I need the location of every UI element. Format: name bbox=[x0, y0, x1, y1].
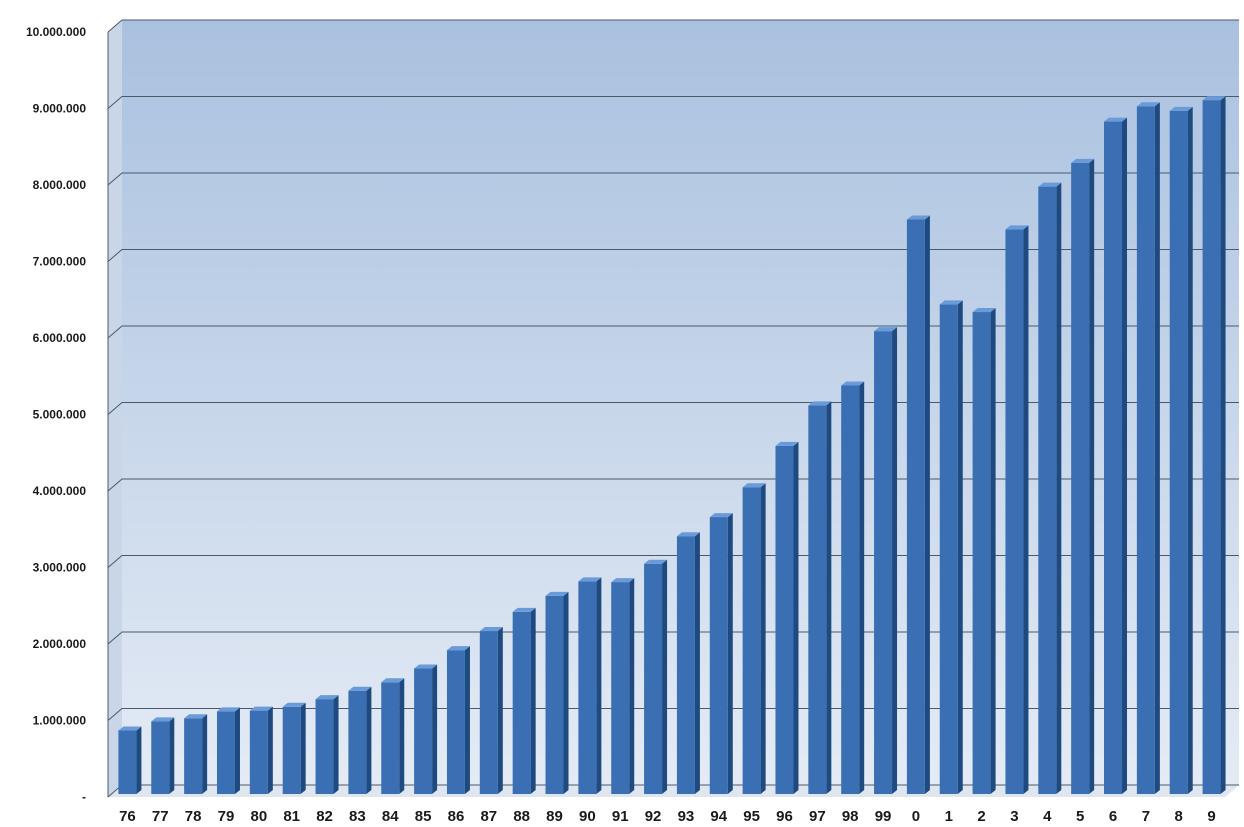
bar bbox=[184, 714, 208, 794]
bar bbox=[249, 706, 273, 794]
x-tick-label: 79 bbox=[218, 808, 235, 825]
x-tick-label: 76 bbox=[119, 808, 136, 825]
gridline bbox=[107, 631, 1239, 645]
x-tick-label: 80 bbox=[250, 808, 267, 825]
x-tick-label: 82 bbox=[316, 808, 333, 825]
bar bbox=[512, 607, 536, 794]
bar bbox=[742, 483, 766, 794]
x-tick-label: 8 bbox=[1175, 808, 1183, 825]
x-tick-label: 81 bbox=[283, 808, 300, 825]
bar bbox=[841, 381, 865, 794]
bar bbox=[709, 513, 733, 794]
bar bbox=[1005, 225, 1029, 794]
gridline bbox=[107, 325, 1239, 339]
gridline bbox=[107, 555, 1239, 568]
x-tick-label: 89 bbox=[546, 808, 563, 825]
bar bbox=[972, 308, 996, 794]
x-tick-label: 1 bbox=[945, 808, 953, 825]
x-tick-label: 5 bbox=[1076, 808, 1084, 825]
x-tick-label: 78 bbox=[185, 808, 202, 825]
bar bbox=[118, 726, 142, 794]
x-tick-label: 4 bbox=[1043, 808, 1052, 825]
y-tick-label: 1.000.000 bbox=[33, 714, 87, 728]
bar bbox=[381, 678, 405, 794]
x-tick-label: 95 bbox=[743, 808, 760, 825]
x-tick-label: 77 bbox=[152, 808, 169, 825]
bar bbox=[939, 300, 963, 794]
bar bbox=[874, 327, 898, 794]
x-tick-label: 83 bbox=[349, 808, 366, 825]
gridline bbox=[107, 19, 1239, 33]
bar bbox=[315, 695, 339, 794]
x-tick-label: 91 bbox=[612, 808, 629, 825]
y-tick-label: - bbox=[82, 790, 86, 804]
x-tick-label: 85 bbox=[415, 808, 432, 825]
x-tick-label: 98 bbox=[842, 808, 859, 825]
gridline bbox=[107, 708, 1239, 721]
x-tick-label: 88 bbox=[513, 808, 530, 825]
y-axis-ticks: - 1.000.000 2.000.000 3.000.000 4.000.000 5.0… bbox=[26, 25, 86, 804]
x-tick-label: 93 bbox=[678, 808, 695, 825]
bars bbox=[118, 96, 1226, 795]
plot-background bbox=[108, 20, 1239, 797]
y-tick-label: 3.000.000 bbox=[33, 561, 87, 575]
bar bbox=[808, 401, 832, 794]
y-tick-label: 7.000.000 bbox=[33, 255, 87, 269]
y-tick-label: 6.000.000 bbox=[33, 331, 87, 345]
x-tick-label: 90 bbox=[579, 808, 596, 825]
x-tick-label: 2 bbox=[977, 808, 985, 825]
y-tick-label: 2.000.000 bbox=[33, 637, 87, 651]
x-tick-label: 99 bbox=[875, 808, 892, 825]
bar bbox=[479, 627, 503, 794]
x-tick-label: 96 bbox=[776, 808, 793, 825]
bar bbox=[1169, 106, 1193, 795]
x-axis-ticks: 76 77 78 79 80 81 82 83 84 85 86 87 88 89 90 91 92 93 94 95… bbox=[119, 808, 1216, 825]
x-tick-label: 92 bbox=[645, 808, 662, 825]
bar bbox=[1104, 117, 1128, 794]
bar bbox=[1071, 158, 1095, 794]
gridlines bbox=[107, 19, 1239, 798]
bar bbox=[644, 559, 668, 794]
x-tick-label: 3 bbox=[1010, 808, 1018, 825]
bar bbox=[1038, 182, 1062, 795]
bar bbox=[282, 702, 306, 794]
bar bbox=[545, 591, 569, 794]
bar bbox=[151, 717, 175, 794]
x-tick-label: 7 bbox=[1142, 808, 1150, 825]
y-tick-label: 9.000.000 bbox=[33, 102, 87, 116]
x-tick-label: 87 bbox=[480, 808, 497, 825]
bar bbox=[414, 664, 438, 794]
bar bbox=[676, 532, 700, 794]
bar bbox=[446, 646, 470, 794]
gridline bbox=[107, 172, 1239, 186]
x-tick-label: 84 bbox=[382, 808, 399, 825]
gridline bbox=[107, 478, 1239, 492]
bar bbox=[216, 707, 240, 794]
bar bbox=[775, 441, 799, 794]
x-tick-label: 94 bbox=[710, 808, 727, 825]
gridline bbox=[107, 96, 1239, 109]
bar bbox=[1202, 96, 1226, 794]
x-tick-label: 97 bbox=[809, 808, 826, 825]
x-tick-label: 0 bbox=[912, 808, 920, 825]
bar bbox=[1136, 102, 1160, 794]
x-tick-label: 86 bbox=[448, 808, 465, 825]
y-tick-label: 5.000.000 bbox=[33, 408, 87, 422]
bar bbox=[348, 686, 372, 794]
x-tick-label: 9 bbox=[1207, 808, 1215, 825]
gridline bbox=[107, 249, 1239, 262]
y-tick-label: 10.000.000 bbox=[26, 25, 86, 39]
y-tick-label: 8.000.000 bbox=[33, 178, 87, 192]
x-tick-label: 6 bbox=[1109, 808, 1117, 825]
gridline bbox=[107, 402, 1239, 415]
y-tick-label: 4.000.000 bbox=[33, 484, 87, 498]
bar bbox=[578, 577, 602, 794]
bar bbox=[611, 578, 635, 794]
plot-floor bbox=[108, 785, 1239, 797]
bar bbox=[906, 215, 930, 795]
